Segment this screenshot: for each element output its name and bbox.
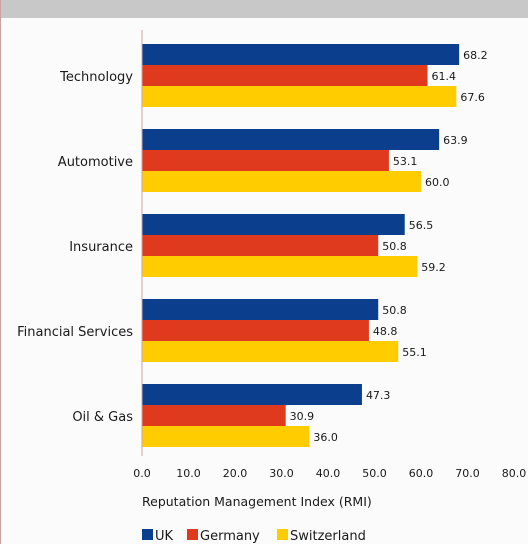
data-label-switzerland-financial-services: 55.1 [402,346,427,359]
category-label-oil-gas: Oil & Gas [72,410,133,425]
x-tick-label: 0.0 [133,467,151,480]
legend-swatch-germany [187,529,198,540]
data-label-germany-insurance: 50.8 [382,240,407,253]
data-label-uk-technology: 68.2 [463,49,488,62]
category-label-technology: Technology [59,70,133,85]
bar-uk-financial-services [142,299,379,320]
data-label-germany-financial-services: 48.8 [373,325,398,338]
legend-swatch-uk [142,529,153,540]
bar-uk-technology [142,44,460,65]
x-axis-title: Reputation Management Index (RMI) [142,494,372,509]
x-tick-label: 30.0 [269,467,294,480]
data-label-germany-oil-gas: 30.9 [290,410,315,423]
top-band [1,0,528,18]
x-tick-label: 60.0 [409,467,434,480]
data-label-switzerland-oil-gas: 36.0 [313,431,338,444]
x-tick-label: 20.0 [223,467,248,480]
legend-label-germany: Germany [200,529,260,544]
bar-uk-oil-gas [142,384,362,405]
legend-swatch-switzerland [277,529,288,540]
data-label-germany-technology: 61.4 [432,70,457,83]
bar-germany-oil-gas [142,405,286,426]
legend-label-switzerland: Switzerland [290,529,366,544]
bar-switzerland-insurance [142,256,418,277]
data-label-uk-financial-services: 50.8 [382,304,407,317]
bar-germany-financial-services [142,320,369,341]
data-label-uk-oil-gas: 47.3 [366,389,391,402]
data-label-uk-insurance: 56.5 [409,219,434,232]
bar-switzerland-automotive [142,171,421,192]
bar-germany-technology [142,65,428,86]
bar-switzerland-oil-gas [142,426,310,447]
bar-switzerland-financial-services [142,341,399,362]
x-tick-label: 40.0 [316,467,341,480]
category-label-automotive: Automotive [58,155,133,170]
data-label-switzerland-insurance: 59.2 [421,261,446,274]
category-label-insurance: Insurance [69,240,133,255]
data-label-uk-automotive: 63.9 [443,134,468,147]
data-label-switzerland-technology: 67.6 [460,91,485,104]
x-tick-label: 50.0 [362,467,387,480]
bar-germany-insurance [142,235,379,256]
category-label-financial-services: Financial Services [17,325,133,340]
legend-label-uk: UK [155,529,174,544]
data-label-switzerland-automotive: 60.0 [425,176,450,189]
data-label-germany-automotive: 53.1 [393,155,418,168]
bar-switzerland-technology [142,86,457,107]
bar-germany-automotive [142,150,389,171]
bar-uk-insurance [142,214,405,235]
bar-uk-automotive [142,129,440,150]
x-tick-label: 10.0 [176,467,201,480]
x-tick-label: 70.0 [455,467,480,480]
x-tick-label: 80.0 [502,467,527,480]
